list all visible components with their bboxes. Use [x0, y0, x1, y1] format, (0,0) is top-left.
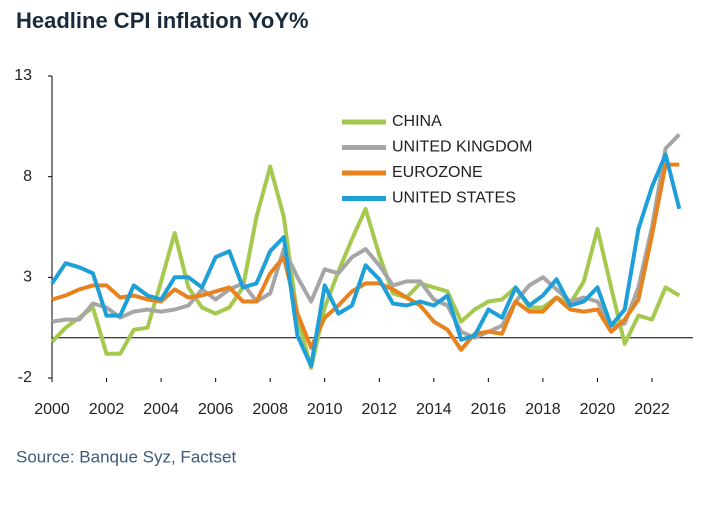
legend-label: UNITED STATES [392, 190, 516, 207]
x-tick-label: 2012 [361, 401, 397, 418]
chart-title: Headline CPI inflation YoY% [16, 8, 309, 33]
x-tick-label: 2014 [416, 401, 452, 418]
x-tick-label: 2010 [307, 401, 343, 418]
series-line [51, 162, 680, 352]
x-tick-label: 2020 [580, 401, 616, 418]
legend-label: UNITED KINGDOM [392, 139, 532, 156]
x-tick-label: 2006 [198, 401, 234, 418]
y-tick-label: -2 [18, 369, 32, 386]
legend-label: CHINA [392, 113, 442, 130]
x-tick-label: 2016 [471, 401, 507, 418]
y-tick-label: 8 [23, 168, 32, 185]
x-tick-label: 2002 [89, 401, 125, 418]
legend-label: EUROZONE [392, 164, 483, 181]
series-line [50, 152, 682, 368]
x-tick-label: 2004 [143, 401, 179, 418]
x-tick-label: 2008 [252, 401, 288, 418]
source-note: Source: Banque Syz, Factset [16, 447, 236, 466]
x-tick-label: 2022 [634, 401, 670, 418]
x-tick-label: 2018 [525, 401, 561, 418]
series-line [51, 133, 681, 340]
y-tick-label: 13 [14, 67, 32, 84]
y-tick-label: 3 [23, 269, 32, 286]
x-tick-label: 2000 [34, 401, 70, 418]
